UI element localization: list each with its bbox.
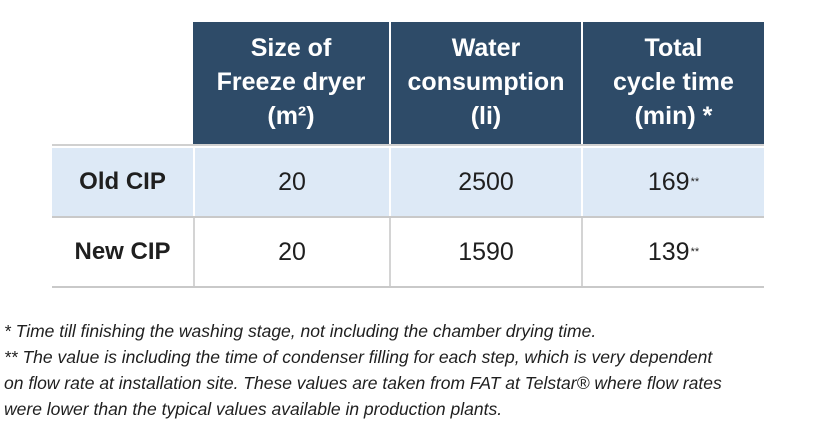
header-time-line1: Total [644,34,703,62]
cell-time: 139 ** [581,218,764,286]
footnotes: * Time till finishing the washing stage,… [4,318,836,422]
row-label: Old CIP [79,168,166,195]
table-header-row: Size of Freeze dryer (m²) Water consumpt… [52,22,764,144]
table-row: New CIP 20 1590 139 ** [52,218,764,286]
footnote-mark: ** [690,176,700,188]
row-separator [52,216,764,218]
cell-time: 169 ** [581,148,764,216]
header-size-line1: Size of [250,34,332,62]
header-size-line3: (m²) [267,102,315,130]
row-separator [52,286,764,288]
header-water-line3: (li) [470,102,502,130]
cell-time-value: 139 [647,237,690,266]
row-label: New CIP [74,238,171,265]
footnote-1: * Time till finishing the washing stage,… [4,321,597,341]
header-time-line3: (min) * [634,102,713,130]
header-water: Water consumption (li) [389,22,581,144]
cell-water: 2500 [389,148,581,216]
table-row: Old CIP 20 2500 169 ** [52,148,764,216]
footnote-2-line2: on flow rate at installation site. These… [4,373,722,393]
cell-time-value: 169 [647,167,690,196]
header-size-line2: Freeze dryer [216,68,366,96]
row-separator [52,144,764,146]
comparison-table: Size of Freeze dryer (m²) Water consumpt… [52,22,764,288]
header-water-line2: consumption [407,68,565,96]
header-cycle-time: Total cycle time (min) * [581,22,764,144]
header-corner [52,22,193,144]
cell-water: 1590 [389,218,581,286]
header-size: Size of Freeze dryer (m²) [193,22,389,144]
header-water-line1: Water [451,34,521,62]
footnote-mark: ** [690,246,700,258]
cell-size: 20 [193,218,389,286]
header-time-line2: cycle time [613,68,734,96]
cell-size: 20 [193,148,389,216]
footnote-2-line1: ** The value is including the time of co… [4,347,713,367]
footnote-2-line3: were lower than the typical values avail… [4,399,503,419]
